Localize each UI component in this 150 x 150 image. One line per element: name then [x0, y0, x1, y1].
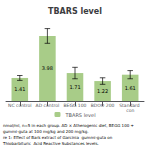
svg-text:1.71: 1.71	[69, 84, 80, 90]
svg-text:Thiobarbituric Acid Reactive: Thiobarbituric Acid Reactive Substances …	[2, 141, 99, 146]
svg-text:1.61: 1.61	[125, 85, 136, 91]
svg-text:NC control: NC control	[8, 103, 32, 108]
svg-text:con: con	[126, 108, 134, 113]
svg-text:AD control: AD control	[36, 103, 60, 108]
svg-text:gummi-guta at 100 mg/kg and 20: gummi-guta at 100 mg/kg and 200 mg/kg.	[3, 129, 89, 134]
svg-text:TBARS level: TBARS level	[48, 7, 102, 16]
svg-text:BDOO 200: BDOO 200	[91, 103, 115, 108]
svg-text:1.22: 1.22	[97, 88, 108, 94]
svg-text:Standard: Standard	[119, 103, 142, 108]
svg-text:TBARS level: TBARS level	[64, 112, 95, 118]
svg-text:nmol/ml, n=5 in each group. AD: nmol/ml, n=5 in each group. AD × Atherog…	[3, 123, 134, 128]
svg-text:1.41: 1.41	[14, 86, 25, 92]
svg-text:BEGG 100: BEGG 100	[64, 103, 87, 108]
svg-text:re 1: Effect of Bark extract o: re 1: Effect of Bark extract of Garcinia…	[3, 135, 113, 140]
svg-text:3.98: 3.98	[42, 65, 53, 71]
